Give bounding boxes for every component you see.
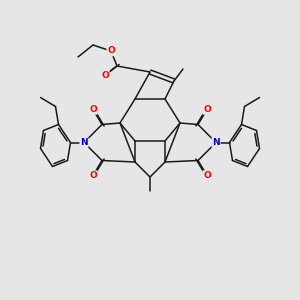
Text: O: O: [203, 171, 211, 180]
Text: O: O: [89, 105, 97, 114]
Text: O: O: [89, 171, 97, 180]
Text: N: N: [212, 138, 220, 147]
Text: N: N: [80, 138, 88, 147]
Text: O: O: [101, 70, 109, 80]
Text: O: O: [203, 105, 211, 114]
Text: O: O: [107, 46, 115, 56]
